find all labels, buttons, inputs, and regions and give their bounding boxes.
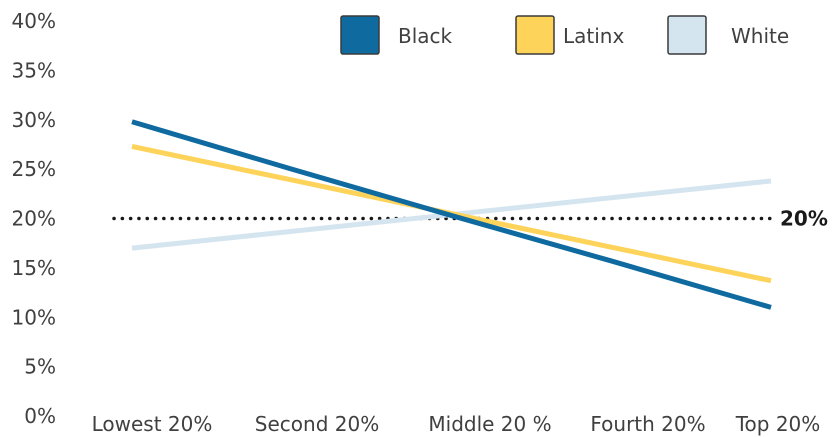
y-tick-label: 40% <box>12 9 56 33</box>
y-tick-label: 20% <box>12 207 56 231</box>
y-axis: 0% 5% 10% 15% 20% 25% 30% 35% 40% <box>12 9 56 428</box>
legend-label-latinx: Latinx <box>563 24 624 48</box>
x-tick-label: Middle 20 % <box>428 412 551 436</box>
y-tick-label: 0% <box>24 404 56 428</box>
legend-label-white: White <box>731 24 789 48</box>
legend-swatch-black <box>340 15 380 55</box>
y-tick-label: 30% <box>12 108 56 132</box>
legend-swatch-white <box>667 15 707 55</box>
y-tick-label: 5% <box>24 355 56 379</box>
series-group <box>131 119 772 310</box>
legend-label-black: Black <box>398 24 453 48</box>
y-tick-label: 35% <box>12 58 56 82</box>
x-tick-label: Lowest 20% <box>92 412 213 436</box>
x-axis: Lowest 20% Second 20% Middle 20 % Fourth 20… <box>92 412 821 436</box>
x-tick-label: Top 20% <box>735 412 821 436</box>
y-tick-label: 25% <box>12 157 56 181</box>
x-tick-label: Second 20% <box>255 412 379 436</box>
legend: Black Latinx White <box>340 15 789 55</box>
y-tick-label: 15% <box>12 256 56 280</box>
reference-line-label: 20% <box>780 207 828 231</box>
x-tick-label: Fourth 20% <box>590 412 705 436</box>
series-line-black <box>131 119 772 310</box>
y-tick-label: 10% <box>12 305 56 329</box>
legend-swatch-latinx <box>515 15 555 55</box>
reference-line-group: 20% <box>112 207 828 231</box>
